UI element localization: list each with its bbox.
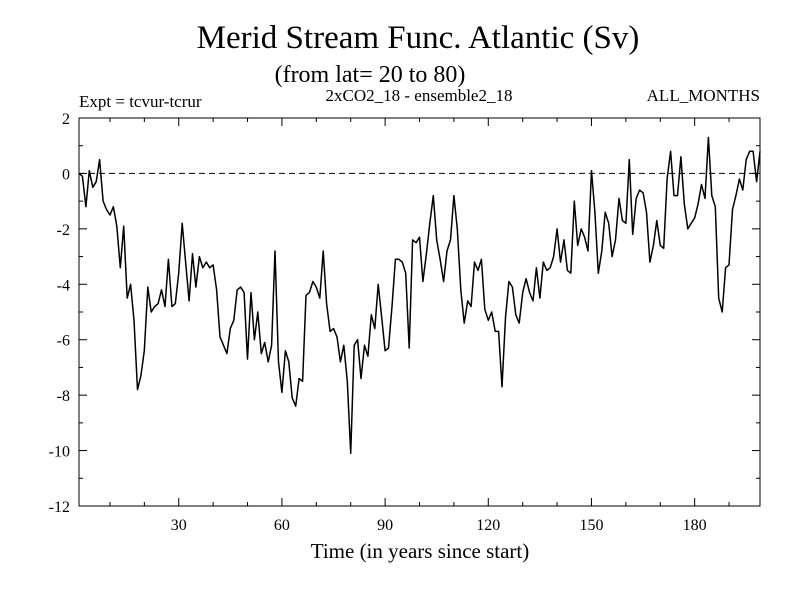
series-line <box>78 136 761 455</box>
x-tick-label: 90 <box>377 517 393 534</box>
y-tick-label: -6 <box>57 333 70 350</box>
y-tick-label: -12 <box>49 499 70 516</box>
x-tick-label: 120 <box>476 517 500 534</box>
annotation-months: ALL_MONTHS <box>647 86 760 105</box>
x-tick-label: 60 <box>274 517 290 534</box>
x-tick-label: 180 <box>683 517 707 534</box>
y-tick-label: 0 <box>62 166 70 183</box>
x-tick-label: 30 <box>171 517 187 534</box>
y-tick-label: -8 <box>57 388 70 405</box>
y-tick-label: -2 <box>57 222 70 239</box>
chart-subtitle: (from lat= 20 to 80) <box>275 62 466 88</box>
y-tick-label: -10 <box>49 444 70 461</box>
annotation-expt: Expt = tcvur-tcrur <box>79 92 202 111</box>
annotation-ensemble: 2xCO2_18 - ensemble2_18 <box>326 86 513 105</box>
y-tick-label: -4 <box>57 277 70 294</box>
plot-frame <box>78 117 761 507</box>
chart-title: Merid Stream Func. Atlantic (Sv) <box>197 20 640 56</box>
y-tick-label: 2 <box>62 111 70 128</box>
x-axis-label: Time (in years since start) <box>311 539 530 563</box>
x-tick-label: 150 <box>579 517 603 534</box>
